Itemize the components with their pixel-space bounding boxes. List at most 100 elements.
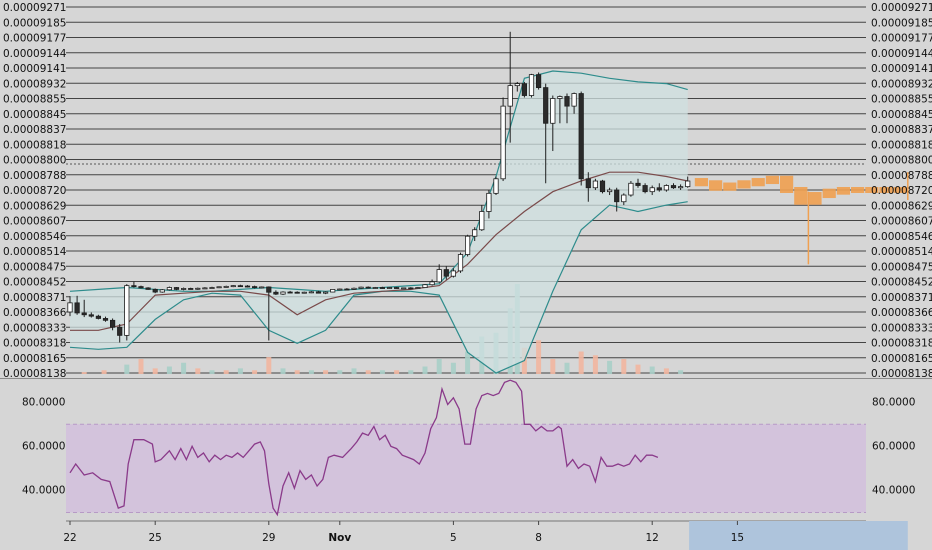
candle xyxy=(656,183,662,192)
candle xyxy=(358,286,364,289)
candle xyxy=(294,291,300,294)
candle-body xyxy=(209,287,215,289)
rsi-axis-label-right: 60.0000 xyxy=(872,440,915,452)
price-axis-label-right: 0.00008845 xyxy=(871,109,932,121)
forecast-step xyxy=(879,187,893,193)
candle xyxy=(315,290,322,294)
candle xyxy=(678,184,684,190)
candle xyxy=(287,290,293,294)
rsi-line xyxy=(69,379,659,517)
candle xyxy=(237,284,243,288)
candle xyxy=(81,299,87,318)
price-axis-label-left: 0.00008720 xyxy=(3,185,66,197)
price-axis-label-right: 0.00008837 xyxy=(871,124,932,136)
candle xyxy=(280,291,286,296)
candle xyxy=(330,289,336,293)
candle-body xyxy=(585,178,591,189)
candle-body xyxy=(457,254,464,272)
price-axis-label-right: 0.00009271 xyxy=(871,2,932,14)
candle-body xyxy=(379,287,386,289)
future-range-highlight xyxy=(689,521,908,550)
candle-body xyxy=(663,185,670,191)
candle xyxy=(528,73,535,98)
volume-bar xyxy=(450,362,456,374)
candle-body xyxy=(280,291,286,295)
price-axis-label-right: 0.00008629 xyxy=(871,200,932,212)
forecast-step xyxy=(865,187,879,193)
candle-body xyxy=(124,285,130,336)
candle-body xyxy=(259,286,265,289)
candle-body xyxy=(81,312,87,316)
volume-bar xyxy=(607,360,613,374)
price-axis-label-left: 0.00008165 xyxy=(3,353,66,365)
price-axis-label-left: 0.00008318 xyxy=(3,338,66,350)
candle-body xyxy=(429,281,435,286)
rsi-axis-label-left: 60.0000 xyxy=(22,440,65,452)
candle xyxy=(266,286,272,341)
candle xyxy=(457,252,464,273)
candle xyxy=(436,264,442,283)
volume-bar xyxy=(536,340,542,374)
candle xyxy=(663,184,670,192)
time-axis-label: 15 xyxy=(731,532,744,544)
candle-body xyxy=(138,286,144,289)
volume-bar xyxy=(663,368,669,374)
candle xyxy=(386,287,393,289)
candle-body xyxy=(450,270,457,277)
candle xyxy=(365,286,371,289)
price-axis-label-left: 0.00008546 xyxy=(3,231,67,243)
price-axis-label-left: 0.00009185 xyxy=(3,17,66,29)
forecast-step xyxy=(780,175,794,193)
candle-body xyxy=(393,287,400,289)
volume-bar xyxy=(209,370,215,374)
candle xyxy=(131,281,137,288)
candle-body xyxy=(543,87,549,124)
volume-bar xyxy=(323,370,329,374)
price-axis-label-left: 0.00008452 xyxy=(3,277,66,289)
candle-body xyxy=(102,318,109,321)
price-axis-label-right: 0.00008855 xyxy=(871,94,932,106)
candle xyxy=(88,312,94,318)
forecast-step xyxy=(737,180,751,189)
volume-bar xyxy=(294,370,300,374)
candle-body xyxy=(592,180,599,189)
price-axis-label-left: 0.00008514 xyxy=(3,246,67,258)
candle xyxy=(202,287,208,290)
candle xyxy=(450,268,457,278)
candle xyxy=(188,287,194,290)
forecast-step xyxy=(794,187,808,205)
candle xyxy=(195,287,201,290)
candle-body xyxy=(472,229,478,237)
candle-body xyxy=(464,235,471,255)
volume-bar xyxy=(436,359,442,374)
candle-body xyxy=(88,314,94,317)
price-axis-label-right: 0.00008607 xyxy=(871,216,932,228)
price-axis-label-left: 0.00008855 xyxy=(3,94,66,106)
volume-bar xyxy=(564,362,570,374)
candle-body xyxy=(500,105,506,180)
candle xyxy=(166,286,172,291)
price-axis-label-right: 0.00009185 xyxy=(871,17,932,29)
rsi-axis-label-left: 40.0000 xyxy=(22,484,65,496)
candle xyxy=(216,286,222,289)
candle-body xyxy=(145,287,151,290)
price-axis-label-right: 0.00008546 xyxy=(871,231,932,243)
candle xyxy=(571,92,577,114)
candle xyxy=(308,291,315,294)
candle-body xyxy=(322,291,329,294)
candle xyxy=(543,83,549,184)
volume-bar xyxy=(422,366,428,374)
moving-average-line xyxy=(70,171,688,331)
price-axis-label-right: 0.00009177 xyxy=(871,33,932,45)
candle xyxy=(351,287,357,290)
candle xyxy=(273,290,279,296)
rsi-band xyxy=(66,424,866,513)
candle-body xyxy=(386,287,393,289)
volume-bar xyxy=(408,370,414,374)
candle xyxy=(621,193,627,206)
volume-bar xyxy=(81,372,87,374)
candle xyxy=(173,286,180,291)
candle xyxy=(67,296,73,317)
price-axis-label-left: 0.00008845 xyxy=(3,109,66,121)
rsi-axis-label-right: 80.0000 xyxy=(872,396,915,408)
